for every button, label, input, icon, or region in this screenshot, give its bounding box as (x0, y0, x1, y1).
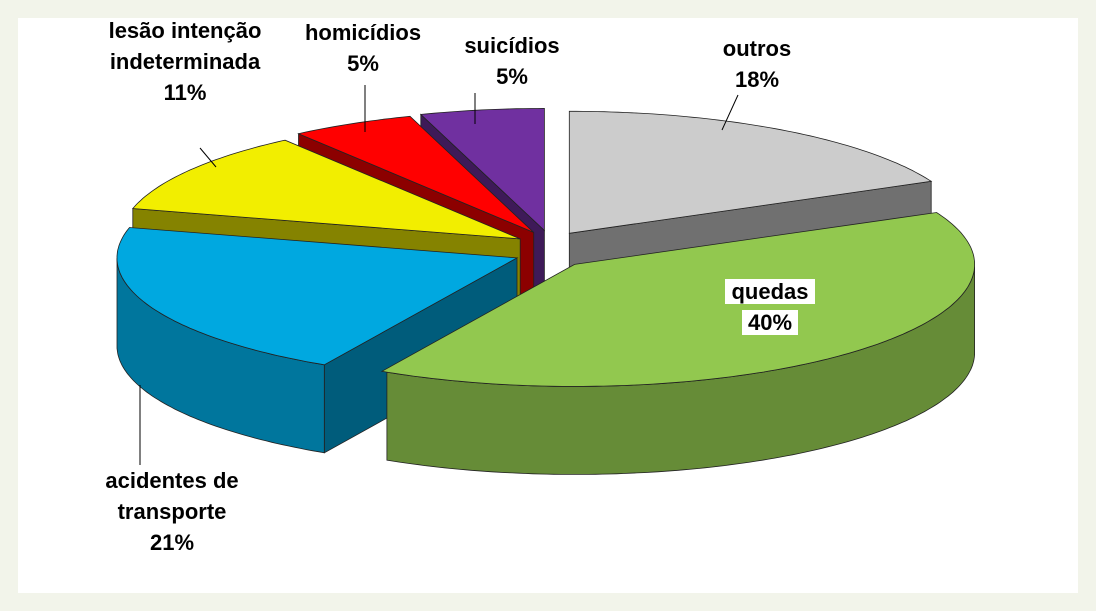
category-label: homicídios (304, 20, 422, 45)
value-label: 21% (149, 530, 195, 555)
value-label: 40% (741, 310, 799, 335)
slice (297, 115, 534, 233)
category-label: suicídios (464, 33, 560, 58)
category-label: outros (722, 36, 792, 61)
leader-line (199, 147, 217, 168)
category-label: lesão intenção indeterminada (108, 18, 262, 74)
leader-line (721, 94, 739, 131)
category-label: quedas (725, 279, 815, 304)
value-label: 18% (734, 67, 780, 92)
slices (116, 107, 975, 475)
label: homicídios 5% (283, 17, 443, 79)
slice (380, 212, 975, 387)
slice (116, 227, 519, 366)
category-label: acidentes de transporte (105, 468, 239, 524)
value-label: 5% (496, 64, 528, 89)
label: acidentes de transporte 21% (67, 465, 277, 558)
label: lesão intenção indeterminada 11% (105, 15, 265, 108)
slice (419, 107, 545, 232)
value-label: 5% (347, 51, 379, 76)
label: suicídios 5% (442, 30, 582, 92)
label: quedas 40% (700, 276, 840, 338)
slice (131, 139, 521, 240)
label: outros 18% (697, 33, 817, 95)
value-label: 11% (163, 80, 207, 105)
slice (568, 110, 933, 234)
